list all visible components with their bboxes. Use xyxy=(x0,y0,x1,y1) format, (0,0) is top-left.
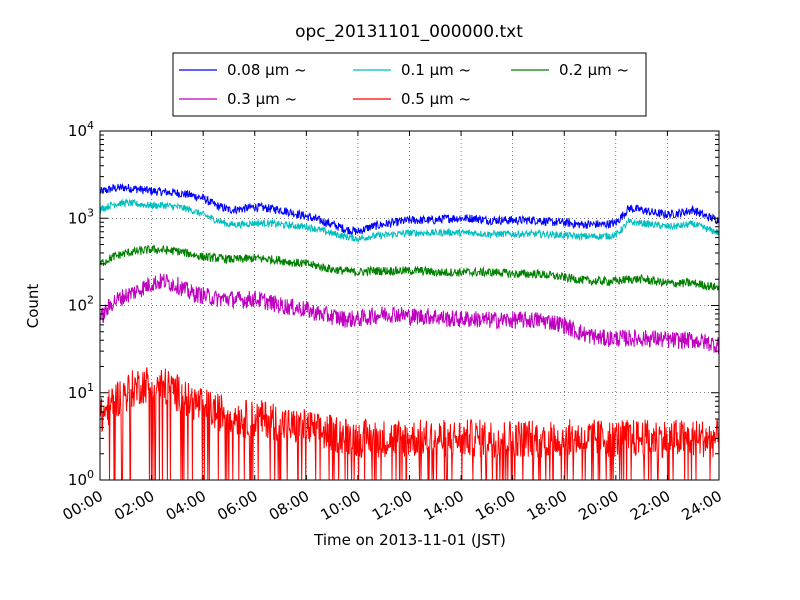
x-tick-label: 18:00 xyxy=(524,487,570,524)
y-axis-label: Count xyxy=(24,284,42,329)
x-tick-label: 12:00 xyxy=(369,487,415,524)
x-tick-label: 02:00 xyxy=(111,487,157,524)
y-tick-label: 102 xyxy=(68,294,94,315)
y-tick-label: 103 xyxy=(68,206,94,227)
x-tick-label: 06:00 xyxy=(214,487,260,524)
legend-box xyxy=(172,52,647,117)
x-tick-label: 20:00 xyxy=(575,487,621,524)
x-tick-label: 08:00 xyxy=(266,487,312,524)
x-tick-label: 16:00 xyxy=(472,487,518,524)
y-tick-label: 101 xyxy=(68,381,94,402)
series-line-3 xyxy=(99,273,720,354)
legend-label: 0.3 μm ~ xyxy=(227,90,297,108)
y-tick-labels: 100 101 102 103 104 xyxy=(68,119,94,489)
x-tick-labels: 00:00 02:00 04:00 06:00 08:00 10:00 12:00 14:00… xyxy=(60,487,725,524)
legend-label: 0.5 μm ~ xyxy=(401,90,471,108)
x-tick-label: 00:00 xyxy=(60,487,106,524)
x-tick-label: 04:00 xyxy=(163,487,209,524)
x-tick-label: 24:00 xyxy=(679,487,725,524)
legend: 0.08 μm ~ 0.1 μm ~ 0.2 μm ~ 0.3 μm ~ 0.5 μm … xyxy=(172,52,647,117)
y-tick-label: 100 xyxy=(68,468,94,489)
series-lines xyxy=(99,182,720,481)
x-axis-label: Time on 2013-11-01 (JST) xyxy=(313,531,506,549)
legend-label: 0.08 μm ~ xyxy=(227,61,307,79)
series-line-4 xyxy=(99,367,720,481)
axis-ticks xyxy=(99,130,720,481)
legend-label: 0.2 μm ~ xyxy=(559,61,629,79)
x-tick-label: 22:00 xyxy=(627,487,673,524)
y-tick-label: 104 xyxy=(68,119,94,140)
chart-title: opc_20131101_000000.txt xyxy=(295,22,523,42)
series-line-2 xyxy=(99,244,720,292)
series-line-1 xyxy=(99,198,720,243)
x-tick-label: 14:00 xyxy=(421,487,467,524)
plot-background xyxy=(100,131,719,480)
legend-items: 0.08 μm ~ 0.1 μm ~ 0.2 μm ~ 0.3 μm ~ 0.5 μm … xyxy=(179,61,629,108)
x-tick-label: 10:00 xyxy=(317,487,363,524)
plot-area xyxy=(99,130,720,481)
legend-label: 0.1 μm ~ xyxy=(401,61,471,79)
series-line-0 xyxy=(99,182,720,236)
